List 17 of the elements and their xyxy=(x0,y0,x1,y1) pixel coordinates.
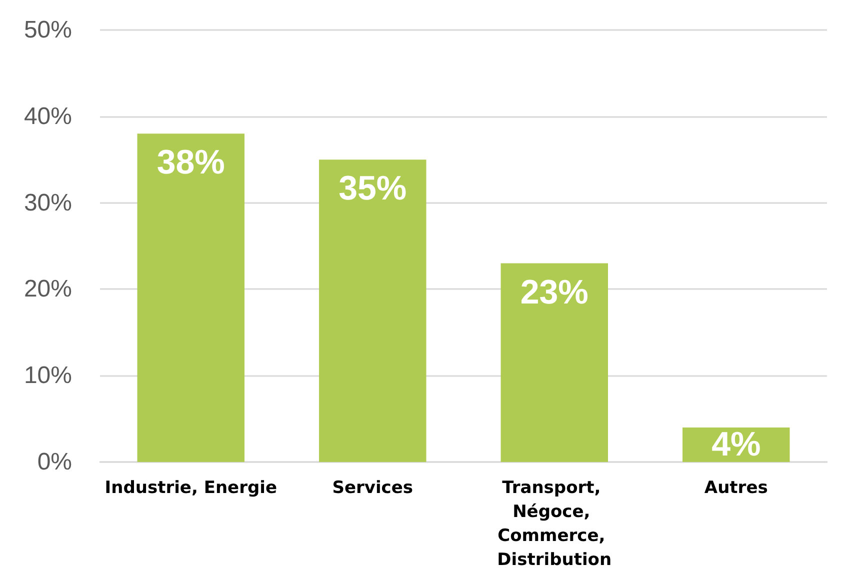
y-tick-label: 0% xyxy=(37,448,72,476)
x-tick-label: Industrie, Energie xyxy=(104,478,277,498)
y-tick-label: 40% xyxy=(24,102,72,130)
x-tick-label: Transport, Négoce, Commerce, Distribution xyxy=(497,478,612,570)
bar xyxy=(319,160,426,462)
y-tick-label: 30% xyxy=(24,189,72,216)
bar xyxy=(500,263,608,462)
y-tick-label: 10% xyxy=(24,362,72,390)
y-tick-label: 50% xyxy=(24,16,72,44)
data-label: 23% xyxy=(520,273,588,312)
data-label: 4% xyxy=(712,426,761,464)
y-tick-label: 20% xyxy=(24,276,72,303)
bar xyxy=(137,134,244,462)
x-tick-label: Autres xyxy=(704,478,768,498)
data-label: 38% xyxy=(156,144,225,182)
data-label: 35% xyxy=(338,170,407,208)
x-tick-label: Services xyxy=(332,478,414,498)
